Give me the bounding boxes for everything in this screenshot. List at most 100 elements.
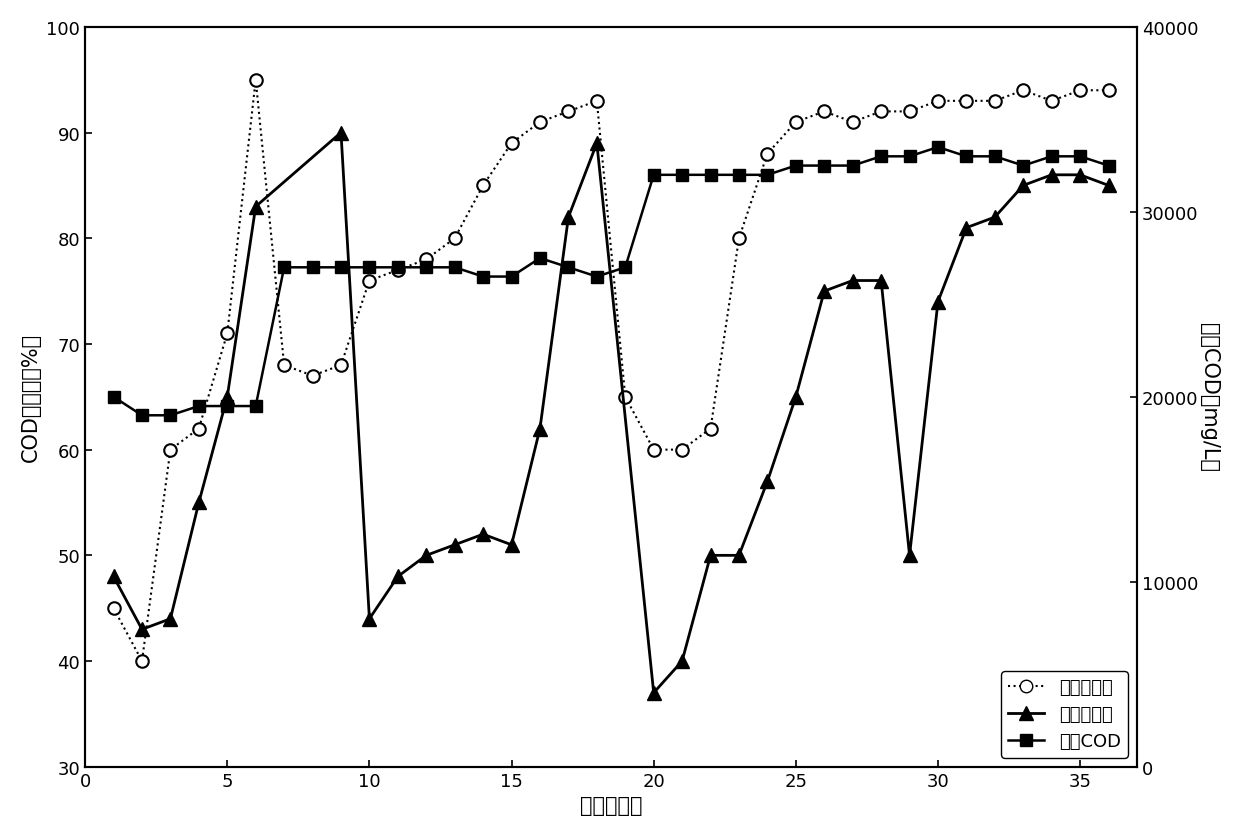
本发明装置: [191, 424, 206, 434]
进水COD: [846, 161, 861, 171]
进水COD: [789, 161, 804, 171]
本发明装置: [162, 445, 177, 455]
进水COD: [1016, 161, 1030, 171]
进水COD: [618, 263, 632, 273]
进水COD: [305, 263, 320, 273]
本发明装置: [135, 656, 150, 666]
进水COD: [1101, 161, 1116, 171]
本发明装置: [675, 445, 689, 455]
进水COD: [505, 273, 520, 283]
本发明装置: [1101, 86, 1116, 96]
进水COD: [362, 263, 377, 273]
Line: 对照反应器: 对照反应器: [107, 126, 1116, 700]
Y-axis label: 进水COD（mg/L）: 进水COD（mg/L）: [1199, 323, 1219, 472]
进水COD: [703, 171, 718, 181]
对照反应器: [732, 551, 746, 561]
对照反应器: [391, 572, 405, 582]
本发明装置: [334, 360, 348, 370]
对照反应器: [817, 287, 832, 297]
本发明装置: [1016, 86, 1030, 96]
本发明装置: [419, 255, 434, 265]
本发明装置: [646, 445, 661, 455]
Line: 进水COD: 进水COD: [108, 141, 1115, 422]
本发明装置: [930, 97, 945, 107]
进水COD: [732, 171, 746, 181]
本发明装置: [448, 234, 463, 244]
进水COD: [1044, 152, 1059, 162]
对照反应器: [1101, 181, 1116, 191]
对照反应器: [362, 614, 377, 624]
本发明装置: [107, 604, 122, 614]
对照反应器: [959, 223, 973, 233]
本发明装置: [219, 329, 234, 339]
进水COD: [476, 273, 491, 283]
对照反应器: [505, 540, 520, 550]
Line: 本发明装置: 本发明装置: [108, 74, 1115, 667]
对照反应器: [703, 551, 718, 561]
对照反应器: [1016, 181, 1030, 191]
进水COD: [277, 263, 291, 273]
对照反应器: [874, 276, 889, 286]
本发明装置: [618, 392, 632, 402]
进水COD: [391, 263, 405, 273]
对照反应器: [135, 624, 150, 635]
对照反应器: [646, 688, 661, 698]
进水COD: [589, 273, 604, 283]
本发明装置: [589, 97, 604, 107]
进水COD: [987, 152, 1002, 162]
本发明装置: [532, 118, 547, 128]
本发明装置: [391, 266, 405, 276]
本发明装置: [760, 150, 775, 160]
进水COD: [448, 263, 463, 273]
对照反应器: [789, 392, 804, 402]
进水COD: [191, 401, 206, 411]
进水COD: [817, 161, 832, 171]
本发明装置: [959, 97, 973, 107]
对照反应器: [846, 276, 861, 286]
进水COD: [903, 152, 918, 162]
Legend: 本发明装置, 对照反应器, 进水COD: 本发明装置, 对照反应器, 进水COD: [1001, 671, 1128, 757]
本发明装置: [987, 97, 1002, 107]
进水COD: [219, 401, 234, 411]
本发明装置: [817, 107, 832, 117]
本发明装置: [846, 118, 861, 128]
本发明装置: [305, 371, 320, 381]
进水COD: [419, 263, 434, 273]
本发明装置: [874, 107, 889, 117]
进水COD: [959, 152, 973, 162]
对照反应器: [162, 614, 177, 624]
对照反应器: [589, 139, 604, 149]
对照反应器: [419, 551, 434, 561]
进水COD: [646, 171, 661, 181]
进水COD: [532, 254, 547, 264]
对照反应器: [675, 656, 689, 666]
X-axis label: 时间（天）: 时间（天）: [580, 795, 642, 815]
对照反应器: [903, 551, 918, 561]
进水COD: [248, 401, 263, 411]
本发明装置: [560, 107, 575, 117]
对照反应器: [476, 529, 491, 539]
对照反应器: [987, 213, 1002, 223]
本发明装置: [248, 75, 263, 85]
本发明装置: [903, 107, 918, 117]
本发明装置: [362, 276, 377, 286]
对照反应器: [760, 477, 775, 487]
对照反应器: [334, 129, 348, 139]
本发明装置: [789, 118, 804, 128]
进水COD: [874, 152, 889, 162]
进水COD: [560, 263, 575, 273]
进水COD: [107, 392, 122, 402]
本发明装置: [703, 424, 718, 434]
本发明装置: [1044, 97, 1059, 107]
对照反应器: [930, 298, 945, 308]
本发明装置: [476, 181, 491, 191]
对照反应器: [1073, 171, 1087, 181]
对照反应器: [191, 498, 206, 508]
进水COD: [930, 143, 945, 153]
进水COD: [675, 171, 689, 181]
本发明装置: [732, 234, 746, 244]
对照反应器: [448, 540, 463, 550]
本发明装置: [1073, 86, 1087, 96]
进水COD: [760, 171, 775, 181]
进水COD: [135, 410, 150, 421]
